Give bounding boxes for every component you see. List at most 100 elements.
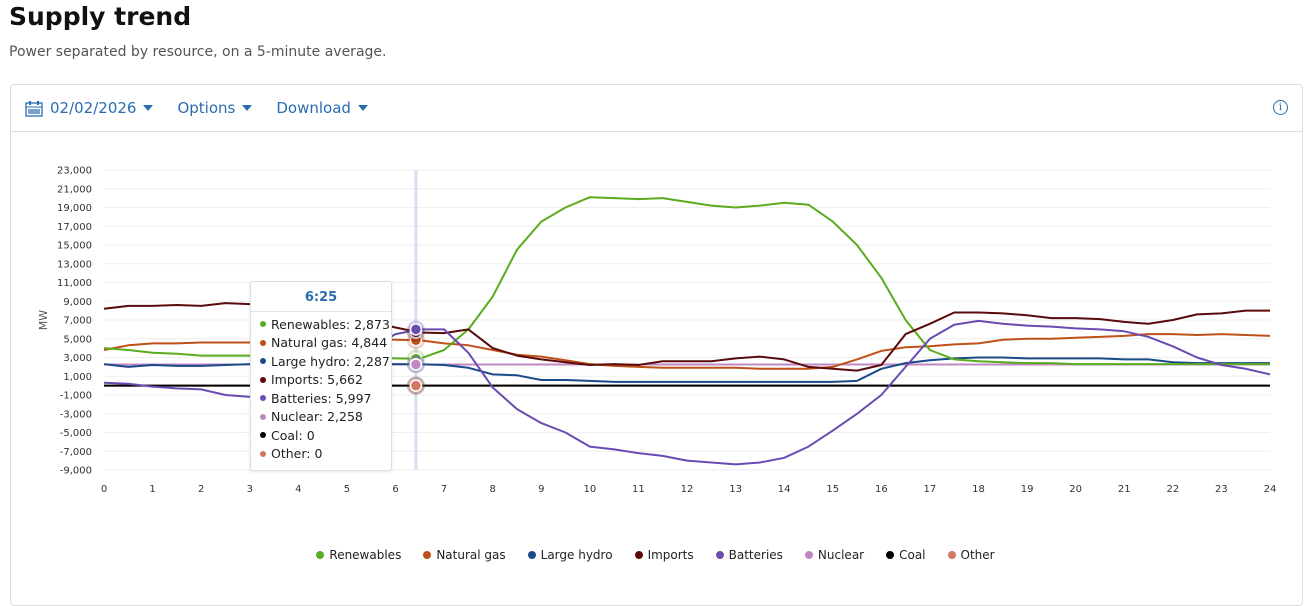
calendar-icon [25,100,43,117]
series-dot-icon [260,321,266,328]
y-tick-label: 11,000 [57,278,92,289]
legend-label: Coal [899,548,926,562]
legend-item-batteries[interactable]: Batteries [715,548,783,562]
info-icon[interactable]: i [1273,100,1288,115]
y-tick-label: 19,000 [57,203,92,214]
tooltip-row: Natural gas: 4,844 [251,334,391,353]
y-tick-label: 21,000 [57,184,92,195]
legend-label: Nuclear [817,548,865,562]
x-tick-label: 12 [681,484,694,495]
x-tick-label: 0 [101,484,107,495]
y-tick-label: 3,000 [63,353,92,364]
x-tick-label: 5 [344,484,350,495]
tooltip-row: Imports: 5,662 [251,371,391,390]
page-subtitle: Power separated by resource, on a 5-minu… [9,44,387,60]
date-value: 02/02/2026 [50,99,137,117]
y-tick-label: -7,000 [60,447,92,458]
tooltip-value: Natural gas: 4,844 [271,335,388,351]
x-tick-label: 23 [1215,484,1228,495]
legend-item-coal[interactable]: Coal [886,548,926,562]
y-tick-label: -5,000 [60,428,92,439]
x-tick-label: 4 [295,484,301,495]
y-tick-label: 23,000 [57,166,92,177]
legend-label: Other [960,548,995,562]
legend-dot-icon [947,551,956,559]
legend-dot-icon [804,551,813,559]
legend-dot-icon [634,551,643,559]
legend-item-large-hydro[interactable]: Large hydro [527,548,613,562]
options-label: Options [177,99,236,117]
x-tick-label: 17 [924,484,937,495]
y-tick-label: 13,000 [57,259,92,270]
tooltip-row: Coal: 0 [251,426,391,445]
hover-marker-batteries [409,323,423,336]
legend-dot-icon [316,551,325,559]
y-tick-label: -1,000 [60,391,92,402]
legend-item-natural-gas[interactable]: Natural gas [423,548,506,562]
series-dot-icon [260,450,266,457]
tooltip-row: Renewables: 2,873 [251,315,391,334]
x-tick-label: 11 [632,484,645,495]
chevron-down-icon [357,105,368,111]
y-tick-label: 15,000 [57,241,92,252]
x-tick-label: 20 [1069,484,1082,495]
tooltip-value: Batteries: 5,997 [271,390,372,406]
hover-marker-other [409,379,423,392]
tooltip-row: Batteries: 5,997 [251,389,391,408]
page-title: Supply trend [9,2,192,31]
legend-item-renewables[interactable]: Renewables [316,548,401,562]
series-dot-icon [260,339,266,346]
legend-label: Imports [647,548,694,562]
y-tick-label: -3,000 [60,409,92,420]
x-tick-label: 18 [972,484,985,495]
hover-marker-nuclear [409,358,423,371]
chart-legend: Renewables Natural gas Large hydro Imports B… [0,548,1311,562]
legend-label: Batteries [728,548,783,562]
x-tick-label: 10 [583,484,596,495]
tooltip-time: 6:25 [251,282,391,312]
legend-item-nuclear[interactable]: Nuclear [804,548,865,562]
y-tick-label: 5,000 [63,334,92,345]
legend-dot-icon [886,551,895,559]
y-axis-label: MW [37,310,50,330]
tooltip-row: Large hydro: 2,287 [251,352,391,371]
legend-dot-icon [527,551,536,559]
x-tick-label: 1 [149,484,155,495]
options-dropdown[interactable]: Options [177,99,253,117]
tooltip-value: Nuclear: 2,258 [271,409,363,425]
x-tick-label: 2 [198,484,204,495]
tooltip-value: Other: 0 [271,446,323,462]
tooltip-value: Coal: 0 [271,427,315,443]
x-tick-label: 16 [875,484,888,495]
tooltip-value: Imports: 5,662 [271,372,363,388]
tooltip-value: Large hydro: 2,287 [271,353,390,369]
chevron-down-icon [143,105,154,111]
x-tick-label: 24 [1264,484,1277,495]
x-tick-label: 19 [1021,484,1034,495]
legend-item-imports[interactable]: Imports [634,548,694,562]
legend-item-other[interactable]: Other [947,548,995,562]
tooltip-row: Nuclear: 2,258 [251,408,391,427]
tooltip-row: Other: 0 [251,445,391,464]
toolbar: 02/02/2026 Options Download i [11,85,1302,132]
date-picker[interactable]: 02/02/2026 [25,99,154,117]
series-dot-icon [260,413,266,420]
download-dropdown[interactable]: Download [276,99,368,117]
x-tick-label: 8 [489,484,495,495]
x-tick-label: 21 [1118,484,1131,495]
legend-dot-icon [715,551,724,559]
series-dot-icon [260,432,266,439]
legend-label: Natural gas [436,548,506,562]
series-dot-icon [260,358,266,365]
y-tick-label: 1,000 [63,372,92,383]
x-tick-label: 14 [778,484,791,495]
x-tick-label: 13 [729,484,742,495]
y-tick-label: 17,000 [57,222,92,233]
legend-dot-icon [423,551,432,559]
x-tick-label: 9 [538,484,544,495]
chart-tooltip: 6:25 Renewables: 2,873 Natural gas: 4,844… [250,281,392,471]
chevron-down-icon [242,105,253,111]
x-tick-label: 22 [1166,484,1179,495]
y-tick-label: 7,000 [63,316,92,327]
